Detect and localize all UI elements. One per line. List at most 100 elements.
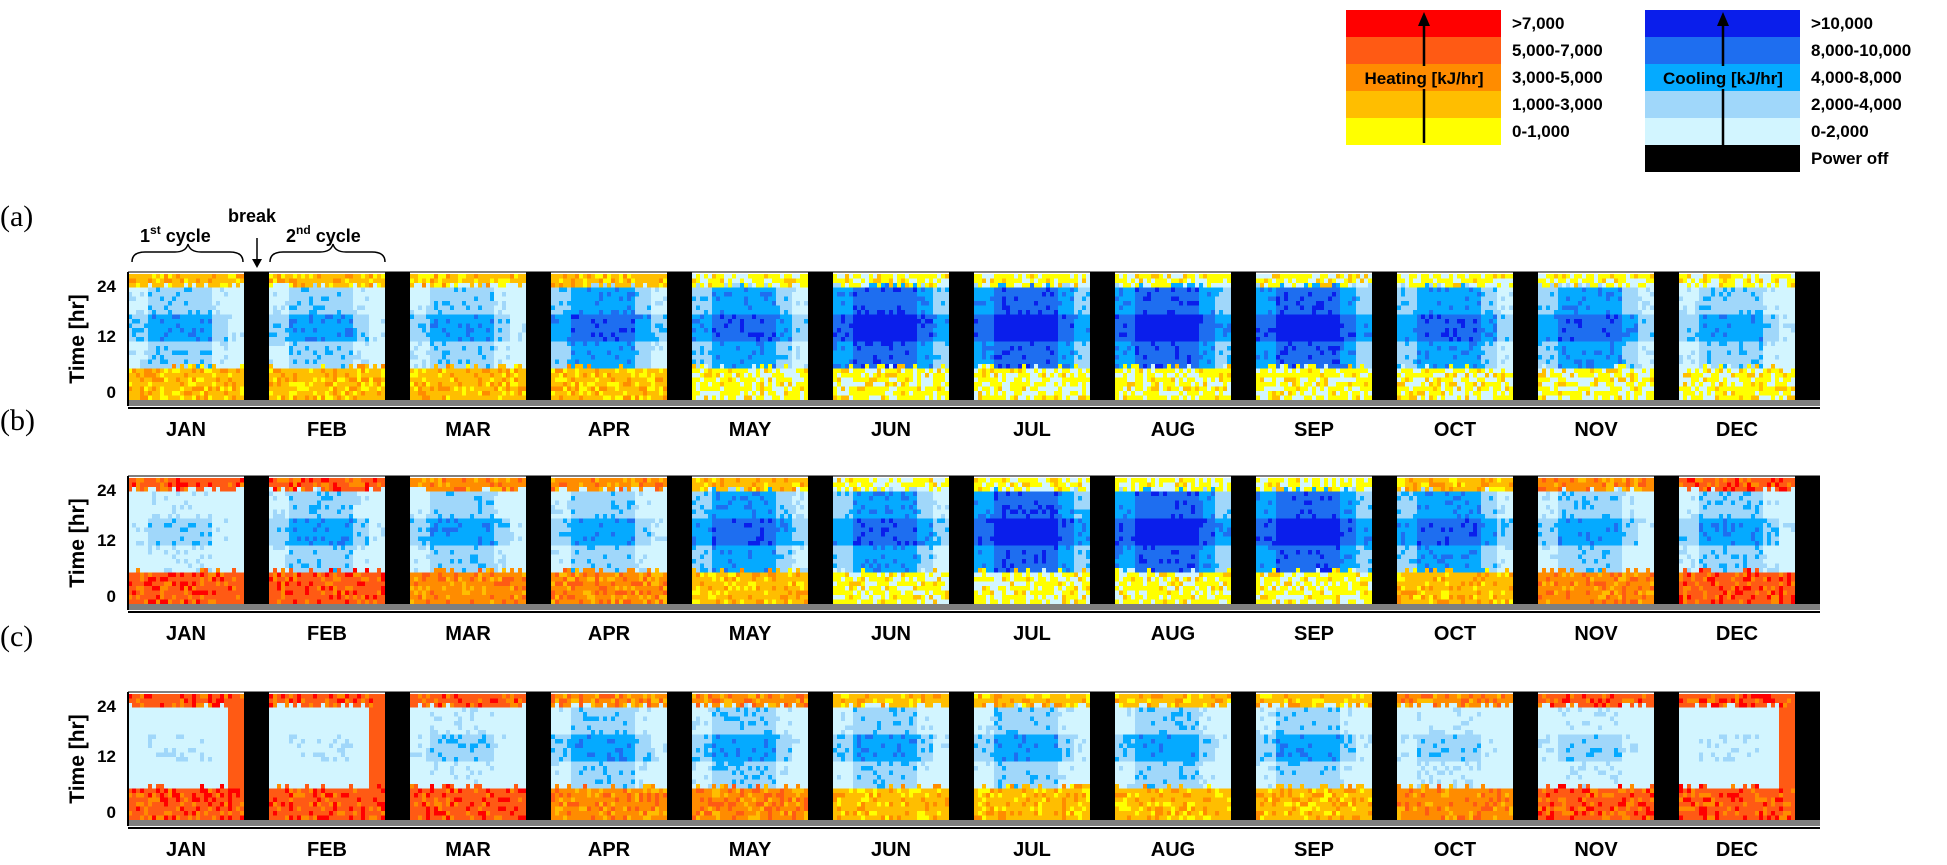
heat-cell — [172, 296, 177, 302]
heat-cell — [466, 337, 471, 342]
heat-cell — [333, 377, 338, 383]
heat-cell — [555, 364, 560, 369]
heat-cell — [482, 283, 487, 288]
heat-cell — [414, 301, 419, 306]
heat-cell — [494, 301, 499, 306]
heat-cell — [518, 314, 523, 320]
heat-cell — [446, 350, 451, 356]
heat-cell — [720, 287, 725, 293]
heat-cell — [470, 346, 475, 351]
heat-cell — [128, 292, 133, 297]
heat-cell — [764, 301, 769, 306]
heat-cell — [325, 364, 330, 369]
heat-cell — [728, 287, 733, 293]
heat-cell — [297, 395, 302, 401]
heat-cell — [494, 323, 499, 329]
heat-cell — [692, 350, 697, 356]
heat-cell — [563, 341, 568, 347]
heat-cell — [724, 364, 729, 369]
heat-cell — [522, 391, 527, 396]
heat-cell — [329, 296, 334, 302]
heat-cell — [321, 296, 326, 302]
heat-cell — [381, 296, 386, 302]
heat-cell — [796, 305, 801, 311]
heat-cell — [144, 332, 149, 338]
heat-cell — [889, 355, 894, 360]
heat-cell — [921, 287, 926, 293]
heat-cell — [772, 395, 777, 401]
heat-cell — [216, 328, 221, 333]
heat-cell — [559, 350, 564, 356]
heat-cell — [849, 341, 854, 347]
heat-cell — [784, 373, 789, 378]
heat-cell — [861, 359, 866, 365]
heat-cell — [313, 301, 318, 306]
heat-cell — [982, 350, 987, 356]
heat-cell — [587, 377, 592, 383]
heat-cell — [692, 274, 697, 279]
heat-cell — [925, 328, 930, 333]
heat-cell — [160, 301, 165, 306]
heat-cell — [768, 323, 773, 329]
heat-cell — [200, 395, 205, 401]
heat-cell — [184, 323, 189, 329]
heat-cell — [494, 377, 499, 383]
heat-cell — [474, 395, 479, 401]
heat-cell — [482, 391, 487, 396]
heat-cell — [841, 368, 846, 374]
heat-cell — [369, 319, 374, 324]
heat-cell — [619, 355, 624, 360]
heat-cell — [361, 355, 366, 360]
heat-cell — [446, 328, 451, 333]
heat-cell — [752, 386, 757, 392]
heat-cell — [833, 310, 838, 315]
heat-cell — [357, 287, 362, 293]
heat-cell — [756, 355, 761, 360]
heat-cell — [768, 337, 773, 342]
heat-cell — [281, 364, 286, 369]
heat-cell — [708, 395, 713, 401]
heat-cell — [692, 292, 697, 297]
heat-cell — [426, 377, 431, 383]
heat-cell — [337, 296, 342, 302]
heat-cell — [176, 364, 181, 369]
heat-cell — [800, 337, 805, 342]
heat-cell — [784, 350, 789, 356]
heat-cell — [140, 301, 145, 306]
heat-cell — [579, 377, 584, 383]
heat-cell — [152, 292, 157, 297]
heat-cell — [575, 287, 580, 293]
heat-cell — [571, 287, 576, 293]
heat-cell — [796, 328, 801, 333]
heat-cell — [357, 319, 362, 324]
heat-cell — [430, 278, 435, 284]
heat-cell — [454, 274, 459, 279]
heat-cell — [232, 305, 237, 311]
heat-cell — [281, 350, 286, 356]
heat-cell — [220, 368, 225, 374]
heat-cell — [317, 296, 322, 302]
heat-cell — [575, 323, 580, 329]
heat-cell — [494, 278, 499, 284]
heat-cell — [740, 391, 745, 396]
heat-cell — [172, 314, 177, 320]
heat-cell — [136, 395, 141, 401]
heat-cell — [172, 323, 177, 329]
heat-cell — [700, 328, 705, 333]
heat-cell — [728, 314, 733, 320]
heat-cell — [269, 283, 274, 288]
heat-cell — [522, 278, 527, 284]
heat-cell — [913, 373, 918, 378]
heat-cell — [200, 283, 205, 288]
heat-cell — [285, 328, 290, 333]
heat-cell — [478, 292, 483, 297]
heat-cell — [317, 332, 322, 338]
heat-cell — [659, 355, 664, 360]
heat-cell — [571, 350, 576, 356]
heat-cell — [172, 346, 177, 351]
heat-cell — [869, 305, 874, 311]
legend-heating: >7,0005,000-7,0003,000-5,0001,000-3,0000… — [1346, 10, 1603, 145]
heat-cell — [510, 328, 515, 333]
heat-cell — [297, 283, 302, 288]
heat-cell — [313, 350, 318, 356]
